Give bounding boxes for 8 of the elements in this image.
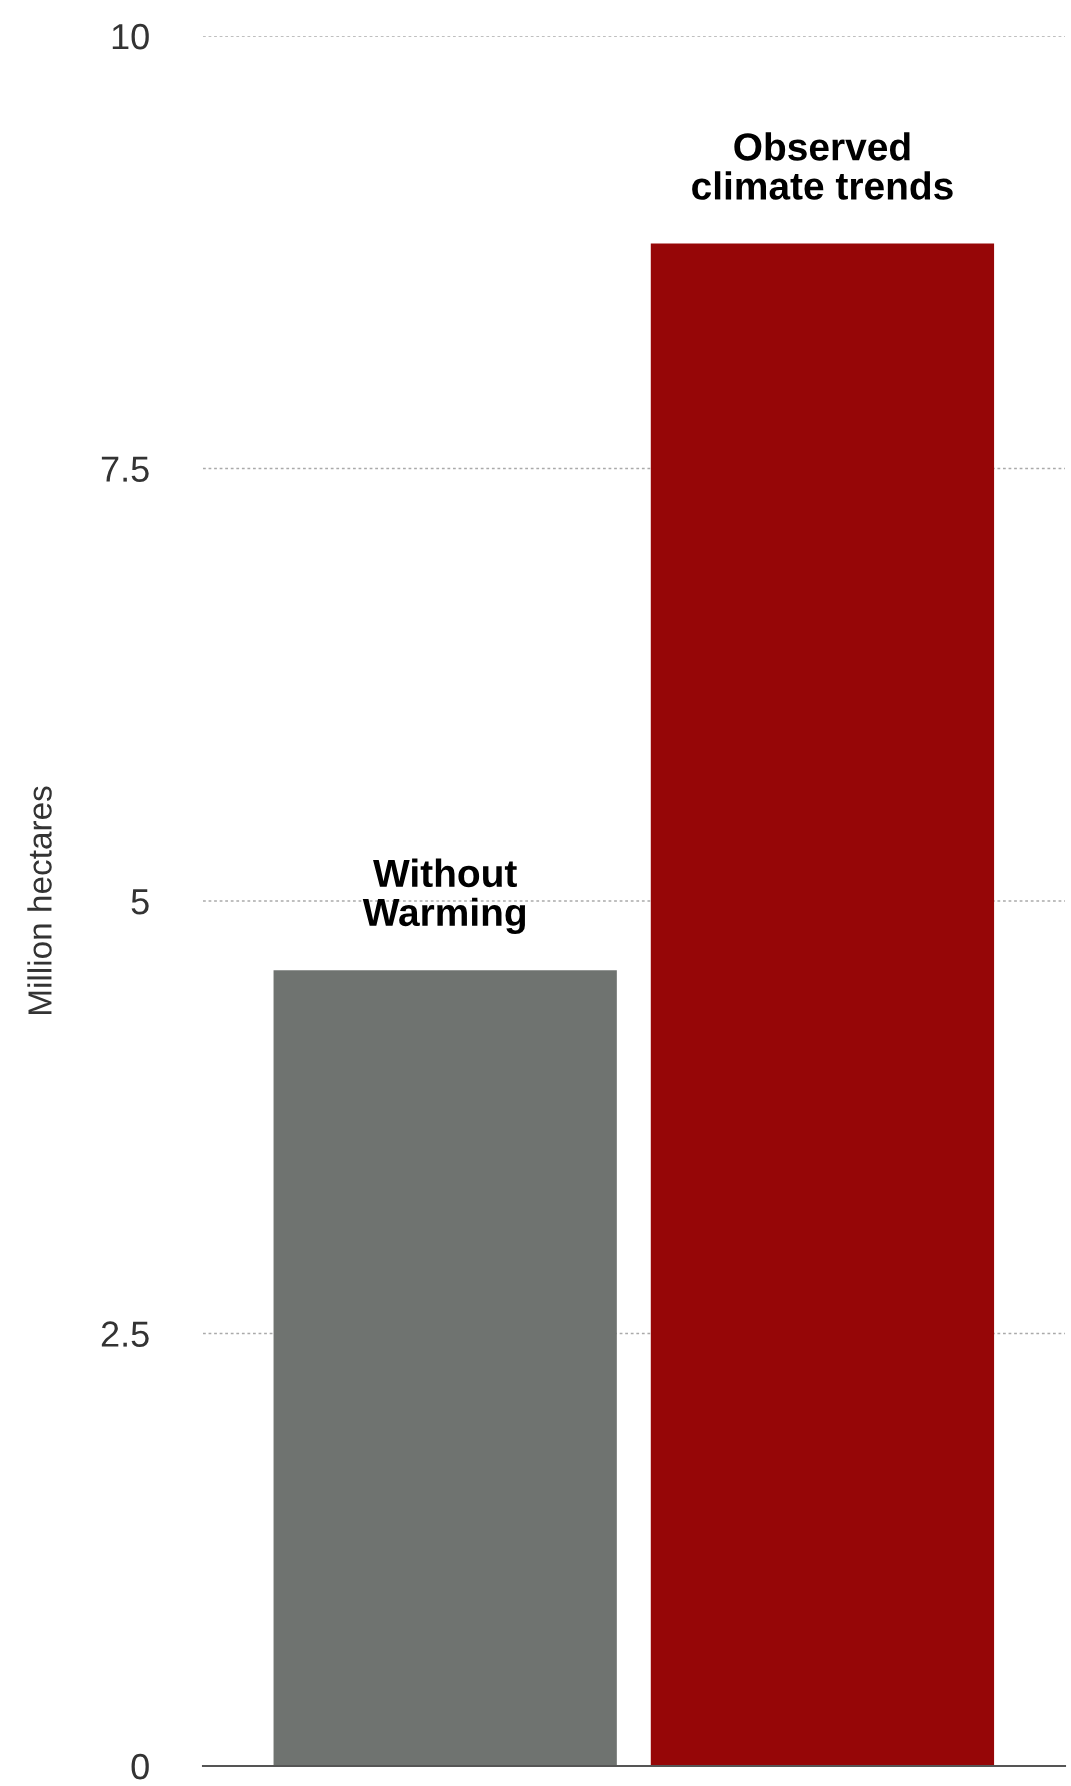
y-axis-title: Million hectares [27,786,52,1015]
y-tick-label: 7.5 [101,456,149,482]
y-tick-label: 2.5 [101,1321,149,1347]
x-tick-label: Observed climate trends [692,132,953,200]
x-tick-label: Without Warming [362,858,526,935]
y-tick-label: 0 [131,1753,149,1780]
y-tick-label: 5 [131,889,149,915]
y-tick-label: 10 [112,23,149,50]
